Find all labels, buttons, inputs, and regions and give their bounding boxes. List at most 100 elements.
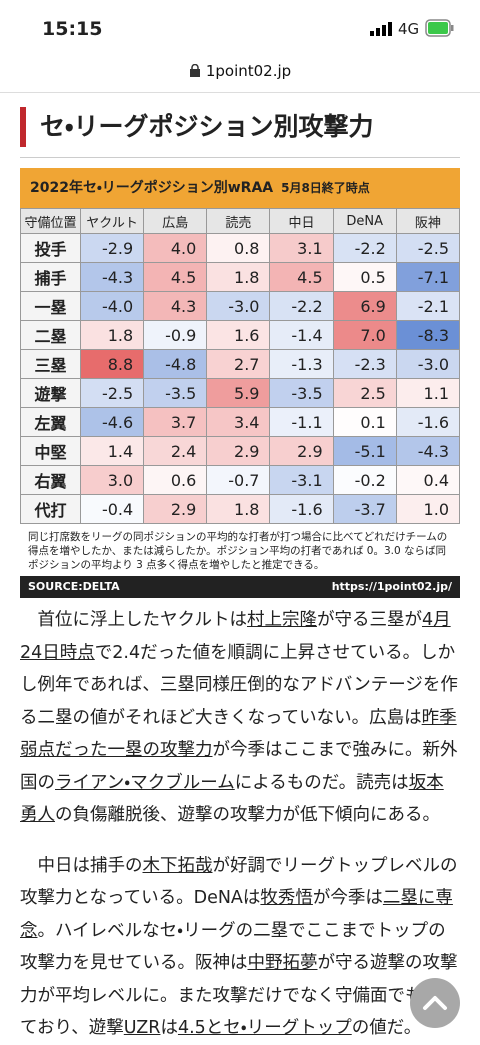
value-cell: 4.3 bbox=[143, 291, 208, 321]
lock-icon bbox=[189, 63, 200, 77]
value-cell: 3.7 bbox=[143, 407, 208, 437]
value-cell: 2.7 bbox=[206, 349, 271, 379]
value-cell: 3.1 bbox=[269, 233, 334, 263]
value-cell: 1.4 bbox=[79, 436, 145, 466]
header-cell: DeNA bbox=[332, 208, 397, 234]
value-cell: 1.8 bbox=[79, 320, 145, 350]
value-cell: 0.5 bbox=[332, 262, 397, 292]
value-cell: 7.0 bbox=[332, 320, 397, 350]
table-row: 右翼 3.0 0.6 -0.7 -3.1 -0.2 0.4 bbox=[20, 465, 461, 495]
value-cell: -4.8 bbox=[143, 349, 208, 379]
text: が守る三塁が bbox=[316, 610, 422, 630]
value-cell: -8.3 bbox=[395, 320, 461, 350]
battery-icon bbox=[425, 19, 454, 37]
url-bar[interactable]: 1point02.jp bbox=[0, 62, 480, 93]
text: 。ハイレベルなセ・リーグの二塁でここまでトップの攻撃力を見せている。阪神は bbox=[20, 920, 446, 974]
value-cell: -3.7 bbox=[332, 494, 397, 524]
link[interactable]: 中野拓夢 bbox=[247, 953, 318, 973]
header-cell: 広島 bbox=[143, 208, 208, 234]
text: が好調でリーグトップレベルの攻撃力となっている。DeNAは bbox=[20, 855, 458, 909]
divider bbox=[20, 157, 460, 158]
text: が今季は bbox=[312, 888, 383, 908]
value-cell: 2.9 bbox=[206, 436, 271, 466]
table-row: 投手 -2.9 4.0 0.8 3.1 -2.2 -2.5 bbox=[20, 233, 461, 263]
link[interactable]: 木下拓哉 bbox=[142, 855, 213, 876]
row-label: 代打 bbox=[20, 494, 81, 524]
table-row: 三塁 8.8 -4.8 2.7 -1.3 -2.3 -3.0 bbox=[20, 349, 461, 379]
row-label: 中堅 bbox=[20, 436, 81, 466]
table-row: 二塁 1.8 -0.9 1.6 -1.4 7.0 -8.3 bbox=[20, 320, 461, 350]
signal-icon bbox=[370, 22, 392, 36]
value-cell: -2.5 bbox=[79, 378, 145, 408]
table-note: 同じ打席数をリーグの同ポジションの平均的な打者が打つ場合に比べてどれだけチームの… bbox=[28, 531, 448, 571]
table-title: 2022年セ・リーグポジション別wRAA bbox=[30, 180, 274, 196]
value-cell: -3.1 bbox=[269, 465, 334, 495]
value-cell: -2.2 bbox=[332, 233, 397, 263]
text: 首位に浮上したヤクルトは bbox=[37, 610, 247, 630]
value-cell: -4.6 bbox=[79, 407, 145, 437]
value-cell: -2.3 bbox=[332, 349, 397, 379]
status-network: 4G bbox=[398, 20, 420, 38]
text: が今季はここまで強みに。新外国の bbox=[20, 740, 458, 793]
table-row: 左翼 -4.6 3.7 3.4 -1.1 0.1 -1.6 bbox=[20, 407, 461, 437]
text: 中日は捕手の bbox=[37, 855, 143, 876]
link[interactable]: 昨季弱点だった一塁の攻撃力 bbox=[20, 707, 457, 761]
table-title-bar: 2022年セ・リーグポジション別wRAA 5月8日終了時点 bbox=[20, 168, 460, 208]
value-cell: -2.9 bbox=[79, 233, 145, 263]
value-cell: -4.0 bbox=[79, 291, 145, 321]
value-cell: -0.7 bbox=[206, 465, 271, 495]
table-row: 捕手 -4.3 4.5 1.8 4.5 0.5 -7.1 bbox=[20, 262, 461, 292]
link[interactable]: 村上宗隆 bbox=[246, 610, 317, 630]
value-cell: 2.5 bbox=[332, 378, 397, 408]
row-label: 投手 bbox=[20, 233, 81, 263]
value-cell: -1.3 bbox=[269, 349, 334, 379]
value-cell: 3.4 bbox=[206, 407, 271, 437]
header-cell: 阪神 bbox=[395, 208, 461, 234]
value-cell: -2.1 bbox=[395, 291, 461, 321]
value-cell: 0.8 bbox=[206, 233, 271, 263]
text: が守る遊撃の攻撃力が平均レベルに。また攻撃だけでなく守備面でも優れており、遊撃 bbox=[20, 953, 458, 1038]
table-row: 代打 -0.4 2.9 1.8 -1.6 -3.7 1.0 bbox=[20, 494, 461, 524]
value-cell: -2.5 bbox=[395, 233, 461, 263]
link[interactable]: 4.5とセ・リーグトップ bbox=[177, 1018, 352, 1038]
value-cell: 2.4 bbox=[143, 436, 208, 466]
value-cell: 3.0 bbox=[79, 465, 145, 495]
source-bar: SOURCE:DELTA https://1point02.jp/ bbox=[20, 576, 460, 598]
article-heading: セ・リーグポジション別攻撃力 bbox=[20, 107, 460, 147]
paragraph: 中日は捕手の木下拓哉が好調でリーグトップレベルの攻撃力となっている。DeNAは牧… bbox=[20, 850, 460, 1045]
article-body: 首位に浮上したヤクルトは村上宗隆が守る三塁が4月24日時点で2.4だった値を順調… bbox=[0, 604, 480, 1045]
value-cell: 0.4 bbox=[395, 465, 461, 495]
link[interactable]: UZR bbox=[123, 1018, 161, 1038]
value-cell: 2.9 bbox=[143, 494, 208, 524]
value-cell: -5.1 bbox=[332, 436, 397, 466]
row-label: 左翼 bbox=[20, 407, 81, 437]
value-cell: 4.0 bbox=[143, 233, 208, 263]
value-cell: -0.2 bbox=[332, 465, 397, 495]
value-cell: 1.8 bbox=[206, 494, 271, 524]
value-cell: -1.1 bbox=[269, 407, 334, 437]
value-cell: 1.0 bbox=[395, 494, 461, 524]
text: の値だ。 bbox=[351, 1018, 422, 1038]
up-arrow bbox=[423, 996, 447, 1010]
link[interactable]: 坂本勇人 bbox=[20, 772, 444, 826]
value-cell: 0.6 bbox=[143, 465, 208, 495]
value-cell: 1.8 bbox=[206, 262, 271, 292]
value-cell: 5.9 bbox=[206, 378, 271, 408]
link[interactable]: 牧秀悟 bbox=[260, 888, 313, 908]
row-label: 遊撃 bbox=[20, 378, 81, 408]
header-cell: 読売 bbox=[206, 208, 271, 234]
row-label: 捕手 bbox=[20, 262, 81, 292]
status-time: 15:15 bbox=[42, 18, 103, 40]
value-cell: -3.5 bbox=[143, 378, 208, 408]
table-card: 2022年セ・リーグポジション別wRAA 5月8日終了時点 守備位置 ヤクルト 広島読… bbox=[20, 168, 461, 598]
link[interactable]: ライアン・マクブルーム bbox=[55, 772, 235, 793]
link[interactable]: 二塁に専念 bbox=[20, 888, 453, 941]
value-cell: -3.5 bbox=[269, 378, 334, 408]
scroll-top-button[interactable] bbox=[410, 978, 460, 1028]
link[interactable]: 4月24日時点 bbox=[20, 610, 451, 663]
header-row: 守備位置 ヤクルト 広島 読売 中日 DeNA 阪神 bbox=[20, 208, 461, 234]
url-text: 1point02.jp bbox=[205, 62, 292, 80]
row-label: 二塁 bbox=[20, 320, 81, 350]
value-cell: -0.4 bbox=[79, 494, 145, 524]
